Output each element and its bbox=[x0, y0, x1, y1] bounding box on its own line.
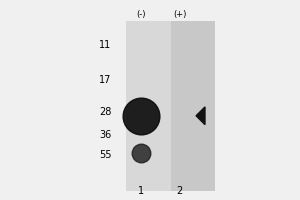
Text: 36: 36 bbox=[99, 130, 111, 140]
Text: (-): (-) bbox=[136, 10, 146, 19]
Text: 28: 28 bbox=[99, 107, 111, 117]
Polygon shape bbox=[196, 107, 205, 125]
Bar bbox=[171, 21, 215, 191]
Text: 17: 17 bbox=[99, 75, 111, 85]
Text: 11: 11 bbox=[99, 40, 111, 50]
Text: 55: 55 bbox=[99, 150, 111, 160]
Text: (+): (+) bbox=[173, 10, 186, 19]
Bar bbox=[126, 21, 171, 191]
Text: 1: 1 bbox=[138, 186, 144, 196]
Point bbox=[139, 83, 143, 86]
Point bbox=[139, 45, 143, 48]
Text: 2: 2 bbox=[177, 186, 183, 196]
